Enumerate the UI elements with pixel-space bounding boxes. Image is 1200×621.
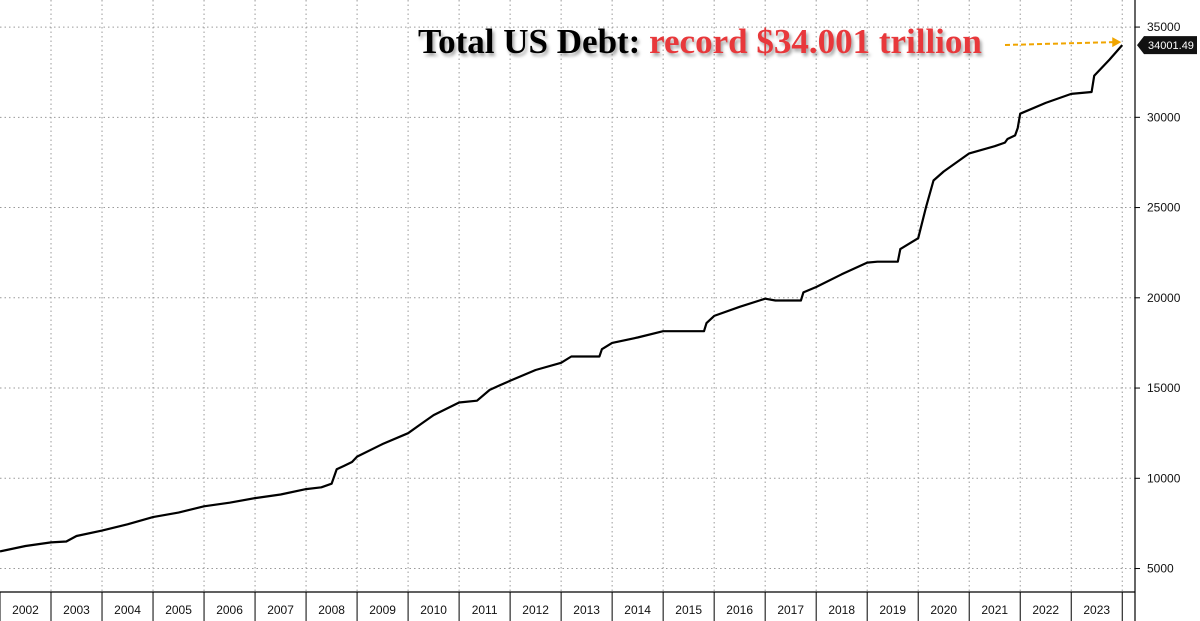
- y-tick-label-20000: 20000: [1147, 291, 1181, 305]
- x-tick-label-2020: 2020: [930, 603, 957, 617]
- x-tick-label-2007: 2007: [267, 603, 294, 617]
- arrow-head: [1112, 37, 1122, 48]
- x-tick-label-2012: 2012: [522, 603, 549, 617]
- y-axis: 5000 10000 15000 20000 25000 30000 35000: [1135, 20, 1181, 576]
- y-tick-label-15000: 15000: [1147, 381, 1181, 395]
- x-tick-label-2005: 2005: [165, 603, 192, 617]
- x-tick-label-2008: 2008: [318, 603, 345, 617]
- y-tick-label-35000: 35000: [1147, 20, 1181, 34]
- x-tick-label-2003: 2003: [63, 603, 90, 617]
- arrow-to-last-value: [1004, 37, 1122, 48]
- x-tick-label-2022: 2022: [1032, 603, 1059, 617]
- x-tick-label-2004: 2004: [114, 603, 141, 617]
- last-value-label: 34001.49: [1148, 40, 1194, 52]
- x-tick-label-2010: 2010: [420, 603, 447, 617]
- y-tick-label-10000: 10000: [1147, 471, 1181, 485]
- x-tick-label-2013: 2013: [573, 603, 600, 617]
- vertical-gridlines: [50, 0, 1123, 592]
- x-tick-label-2023: 2023: [1083, 603, 1110, 617]
- x-tick-label-2018: 2018: [828, 603, 855, 617]
- x-tick-label-2015: 2015: [675, 603, 702, 617]
- x-tick-label-2014: 2014: [624, 603, 651, 617]
- x-tick-label-2009: 2009: [369, 603, 396, 617]
- x-tick-label-2006: 2006: [216, 603, 243, 617]
- x-tick-label-2021: 2021: [981, 603, 1008, 617]
- series-line-total-us-debt: [0, 44, 1124, 553]
- last-value-tag-bg: [1137, 36, 1197, 55]
- annotation-value: record $34.001 trillion: [649, 22, 982, 61]
- plot-frame: [0, 0, 1136, 621]
- annotation-lead: Total US Debt:: [418, 22, 641, 61]
- horizontal-gridlines: [0, 26, 1135, 570]
- x-tick-label-2011: 2011: [472, 603, 498, 617]
- chart-annotation: Total US Debt: record $34.001 trillion: [418, 22, 982, 62]
- y-tick-label-25000: 25000: [1147, 201, 1181, 215]
- x-tick-label-2002: 2002: [12, 603, 39, 617]
- y-tick-label-5000: 5000: [1147, 562, 1174, 576]
- x-tick-label-2019: 2019: [879, 603, 906, 617]
- x-tick-label-2016: 2016: [726, 603, 753, 617]
- x-axis: 2002 2003 2004 2005 2006 2007 2008 2009 2010 2011…: [0, 592, 1123, 621]
- x-tick-label-2017: 2017: [777, 603, 804, 617]
- arrow-shaft: [1004, 41, 1115, 46]
- last-value-tag: 34001.49: [1137, 36, 1197, 55]
- y-tick-label-30000: 30000: [1147, 110, 1181, 124]
